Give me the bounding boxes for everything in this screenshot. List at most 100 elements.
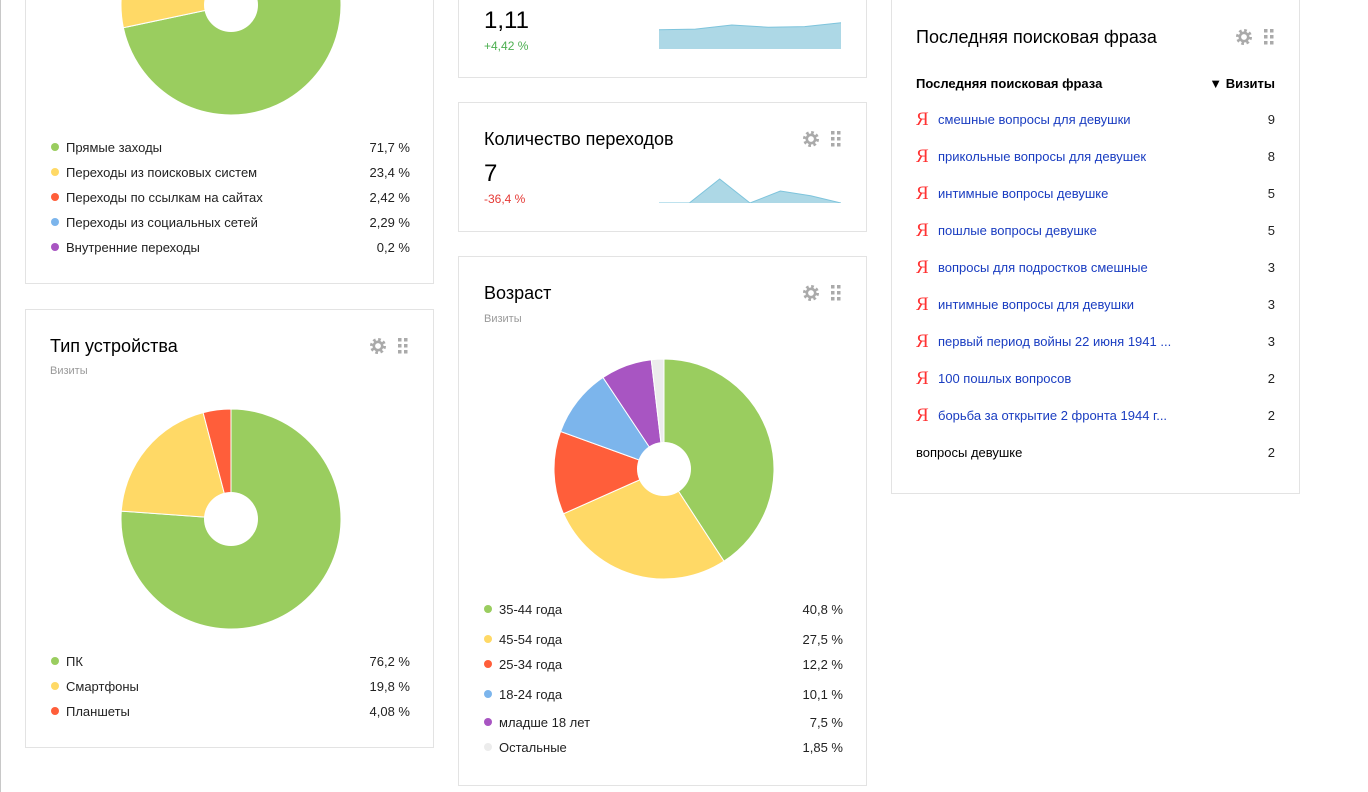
traffic-sources-legend-value: 23,4 % <box>369 164 410 180</box>
traffic-sources-legend-marker <box>51 243 59 251</box>
age-legend-label: 45-54 года <box>499 631 563 647</box>
age-slice-1[interactable] <box>562 468 725 580</box>
device-type-legend-marker <box>51 682 59 690</box>
drag-handle-icon[interactable] <box>831 130 841 148</box>
traffic-sources-legend-item[interactable]: Переходы из социальных сетей 2,29 % <box>51 213 410 231</box>
age-title: Возраст <box>484 283 552 303</box>
search-phrase-link[interactable]: борьба за открытие 2 фронта 1944 г... <box>938 407 1168 423</box>
gear-icon[interactable] <box>801 283 821 303</box>
search-visits-value: 3 <box>1267 296 1275 312</box>
traffic-sources-legend-label: Переходы из социальных сетей <box>66 214 258 230</box>
transitions-delta: -36,4 % <box>484 192 526 206</box>
traffic-sources-legend-marker <box>51 143 59 151</box>
device-type-legend-item[interactable]: Смартфоны 19,8 % <box>51 677 410 695</box>
age-slice-2[interactable] <box>553 430 666 515</box>
device-type-slice-2[interactable] <box>202 408 232 520</box>
device-type-legend-label: Планшеты <box>66 703 130 719</box>
traffic-sources-legend-item[interactable]: Переходы из поисковых систем 23,4 % <box>51 163 410 181</box>
device-type-donut-hole <box>204 492 258 546</box>
search-phrase-title: Последняя поисковая фраза <box>916 27 1157 47</box>
age-legend-item[interactable]: 25-34 года 12,2 % <box>484 655 843 673</box>
traffic-sources-legend-marker <box>51 193 59 201</box>
age-donut <box>553 358 775 580</box>
age-legend-item[interactable]: Остальные 1,85 % <box>484 738 843 756</box>
drag-handle-icon[interactable] <box>398 337 408 355</box>
age-legend-value: 10,1 % <box>802 686 843 702</box>
age-legend-item[interactable]: 18-24 года 10,1 % <box>484 685 843 703</box>
metric-delta: +4,42 % <box>484 39 529 53</box>
device-type-legend-value: 19,8 % <box>369 678 410 694</box>
age-legend-marker <box>484 660 492 668</box>
search-phrase-link[interactable]: пошлые вопросы девушке <box>938 222 1097 238</box>
drag-handle-icon[interactable] <box>1264 28 1274 46</box>
age-legend-item[interactable]: 35-44 года 40,8 % <box>484 600 843 618</box>
device-type-legend: ПК 76,2 % Смартфоны 19,8 % Планшеты 4,08 % <box>51 652 410 732</box>
gear-icon[interactable] <box>368 336 388 356</box>
yandex-logo-icon: Я <box>916 293 929 315</box>
age-subtitle: Визиты <box>484 313 522 325</box>
age-legend-marker <box>484 690 492 698</box>
yandex-logo-icon: Я <box>916 404 929 426</box>
traffic-sources-legend-marker <box>51 218 59 226</box>
traffic-sources-slice-0[interactable] <box>122 0 342 116</box>
device-type-legend-marker <box>51 707 59 715</box>
age-legend-label: младше 18 лет <box>499 714 591 730</box>
yandex-logo-icon: Я <box>916 330 929 352</box>
age-legend-value: 1,85 % <box>802 739 843 755</box>
age-legend-item[interactable]: 45-54 года 27,5 % <box>484 630 843 648</box>
device-type-card: Тип устройства Визиты ПК 76,2 % Смартфоны 1… <box>25 309 434 748</box>
traffic-sources-slice-1[interactable] <box>120 0 232 29</box>
age-legend-value: 27,5 % <box>802 631 843 647</box>
traffic-sources-legend-item[interactable]: Переходы по ссылкам на сайтах 2,42 % <box>51 188 410 206</box>
window-left-edge <box>0 0 1 792</box>
age-legend: 35-44 года 40,8 % 45-54 года 27,5 % 25-34 го… <box>484 600 843 760</box>
age-slice-5[interactable] <box>650 358 665 470</box>
device-type-legend-item[interactable]: Планшеты 4,08 % <box>51 702 410 720</box>
traffic-sources-donut-hole <box>204 0 258 32</box>
search-table-row[interactable]: вопросы девушке 2 <box>916 441 1275 463</box>
search-phrase-link[interactable]: интимные вопросы для девушки <box>938 296 1135 312</box>
age-donut-hole <box>637 442 691 496</box>
device-type-legend-item[interactable]: ПК 76,2 % <box>51 652 410 670</box>
search-phrase-link[interactable]: смешные вопросы для девушки <box>938 111 1131 127</box>
column-visits-header[interactable]: ▼ Визиты <box>1209 76 1275 91</box>
age-legend-item[interactable]: младше 18 лет 7,5 % <box>484 713 843 731</box>
age-card: Возраст Визиты 35-44 года 40,8 % 45-54 год… <box>458 256 867 786</box>
search-phrase-link[interactable]: 100 пошлых вопросов <box>938 370 1072 386</box>
transitions-card: Количество переходов 7 -36,4 % <box>458 102 867 232</box>
device-type-legend-value: 4,08 % <box>369 703 410 719</box>
search-phrase-link[interactable]: интимные вопросы девушке <box>938 185 1109 201</box>
search-phrase-link[interactable]: первый период войны 22 июня 1941 ... <box>938 333 1172 349</box>
age-legend-marker <box>484 605 492 613</box>
device-type-slice-1[interactable] <box>120 411 232 520</box>
traffic-sources-legend-value: 71,7 % <box>369 139 410 155</box>
search-visits-value: 2 <box>1267 407 1275 423</box>
gear-icon[interactable] <box>801 129 821 149</box>
age-legend-value: 40,8 % <box>802 601 843 617</box>
drag-handle-icon[interactable] <box>831 284 841 302</box>
gear-icon[interactable] <box>1234 27 1254 47</box>
device-type-legend-value: 76,2 % <box>369 653 410 669</box>
search-phrase-link[interactable]: прикольные вопросы для девушек <box>938 148 1147 164</box>
device-type-legend-label: ПК <box>66 653 83 669</box>
transitions-sparkline-area <box>659 179 841 203</box>
search-table-row[interactable]: Я 100 пошлых вопросов 2 <box>916 367 1275 389</box>
traffic-sources-legend-item[interactable]: Прямые заходы 71,7 % <box>51 138 410 156</box>
device-type-subtitle: Визиты <box>50 365 88 377</box>
traffic-sources-legend: Прямые заходы 71,7 % Переходы из поисковых… <box>51 138 410 268</box>
search-phrase-link[interactable]: вопросы для подростков смешные <box>938 259 1148 275</box>
traffic-sources-legend-marker <box>51 168 59 176</box>
yandex-logo-icon: Я <box>916 256 929 278</box>
traffic-sources-legend-item[interactable]: Внутренние переходы 0,2 % <box>51 238 410 256</box>
metric-card: 1,11 +4,42 % <box>458 0 867 78</box>
metric-sparkline-area <box>659 22 841 49</box>
age-legend-label: Остальные <box>499 739 567 755</box>
